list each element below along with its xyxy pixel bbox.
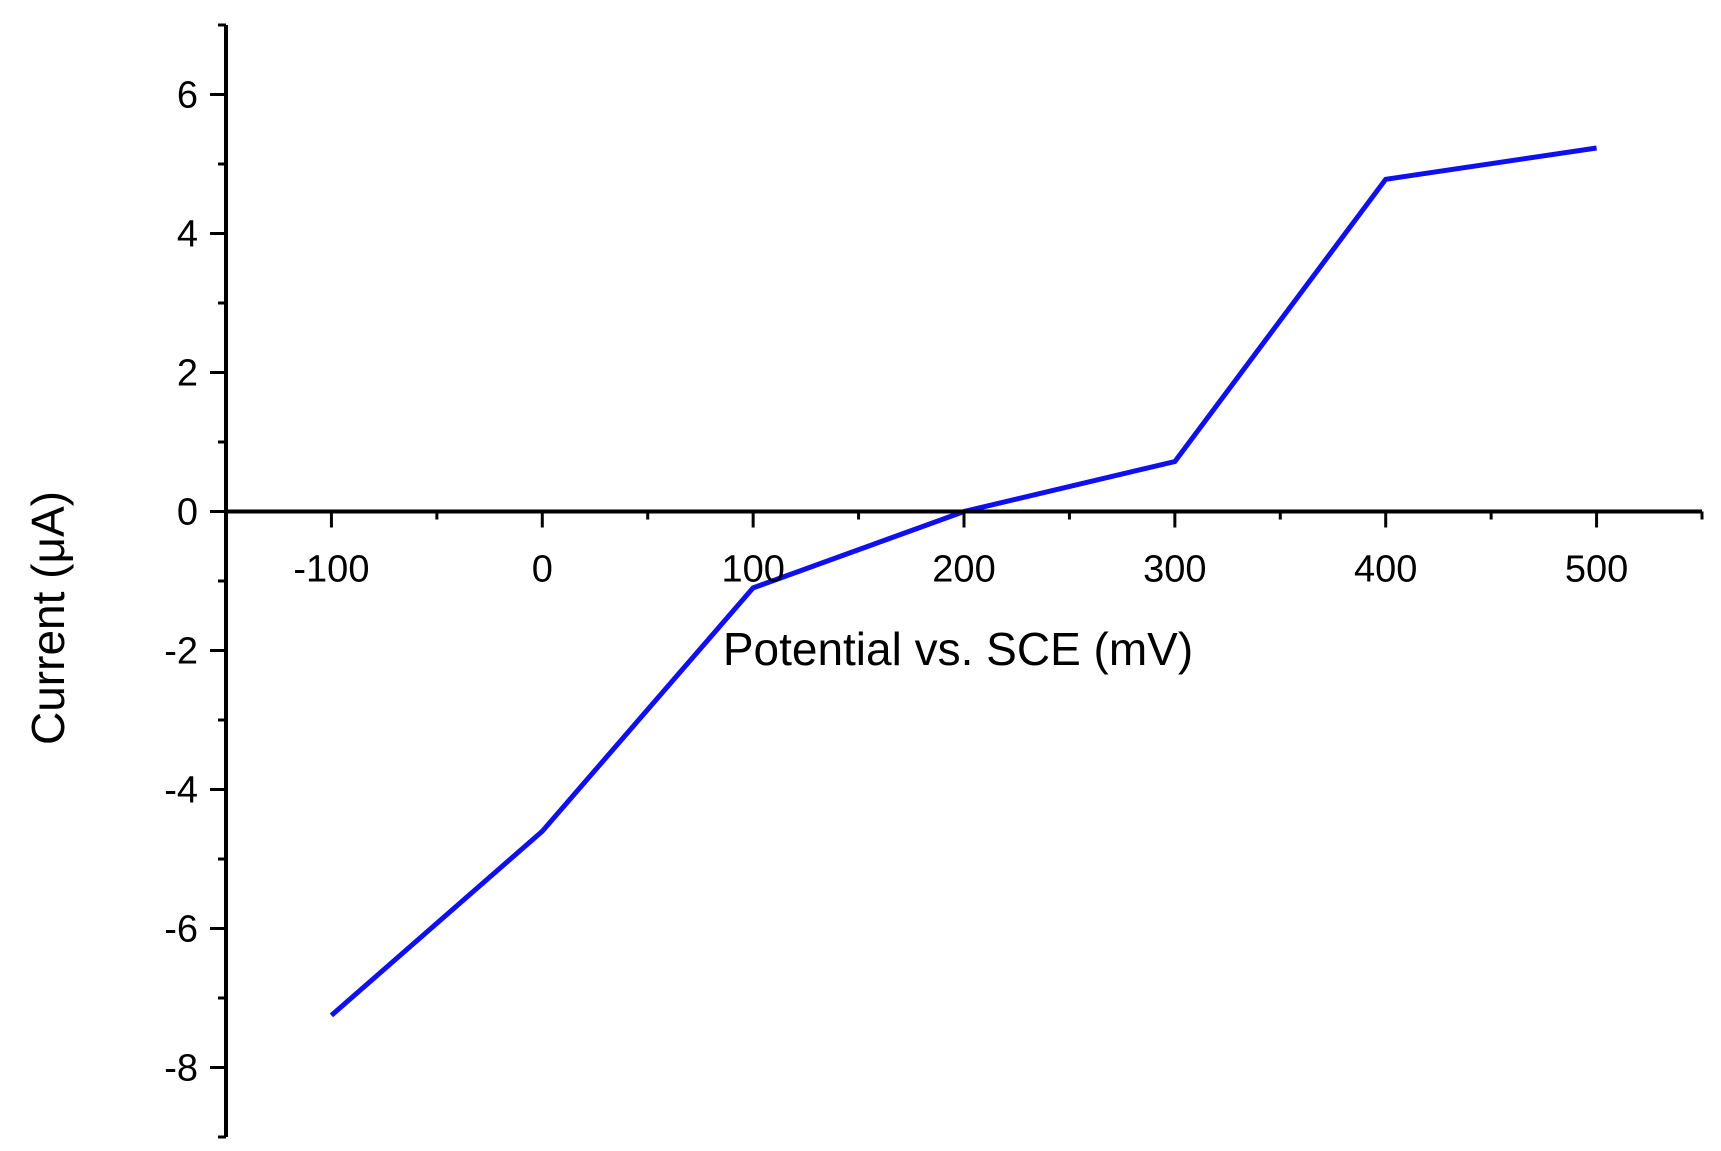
y-tick-label: -6: [164, 909, 198, 951]
x-tick-label: 200: [932, 549, 995, 591]
x-tick-label: 300: [1143, 549, 1206, 591]
x-axis-title: Potential vs. SCE (mV): [723, 623, 1193, 675]
y-tick-label: -2: [164, 631, 198, 673]
axes: -8 -6 -4 -2 0 2 4 6 -100 0 100 200 300 400 500: [164, 23, 1704, 1139]
y-axis-title: Current (μA): [22, 491, 74, 745]
y-tick-label: 2: [177, 353, 198, 395]
y-tick-label: 4: [177, 214, 198, 256]
y-tick-label: -8: [164, 1048, 198, 1090]
x-tick-label: 0: [532, 549, 553, 591]
x-ticks: -100 0 100 200 300 400 500: [224, 511, 1704, 591]
y-tick-label: 6: [177, 75, 198, 117]
y-ticks: -8 -6 -4 -2 0 2 4 6: [164, 23, 226, 1139]
x-tick-label: 500: [1565, 549, 1628, 591]
x-tick-label: -100: [293, 549, 369, 591]
x-tick-label: 100: [721, 549, 784, 591]
x-tick-label: 400: [1354, 549, 1417, 591]
y-tick-label: 0: [177, 492, 198, 534]
y-tick-label: -4: [164, 770, 198, 812]
